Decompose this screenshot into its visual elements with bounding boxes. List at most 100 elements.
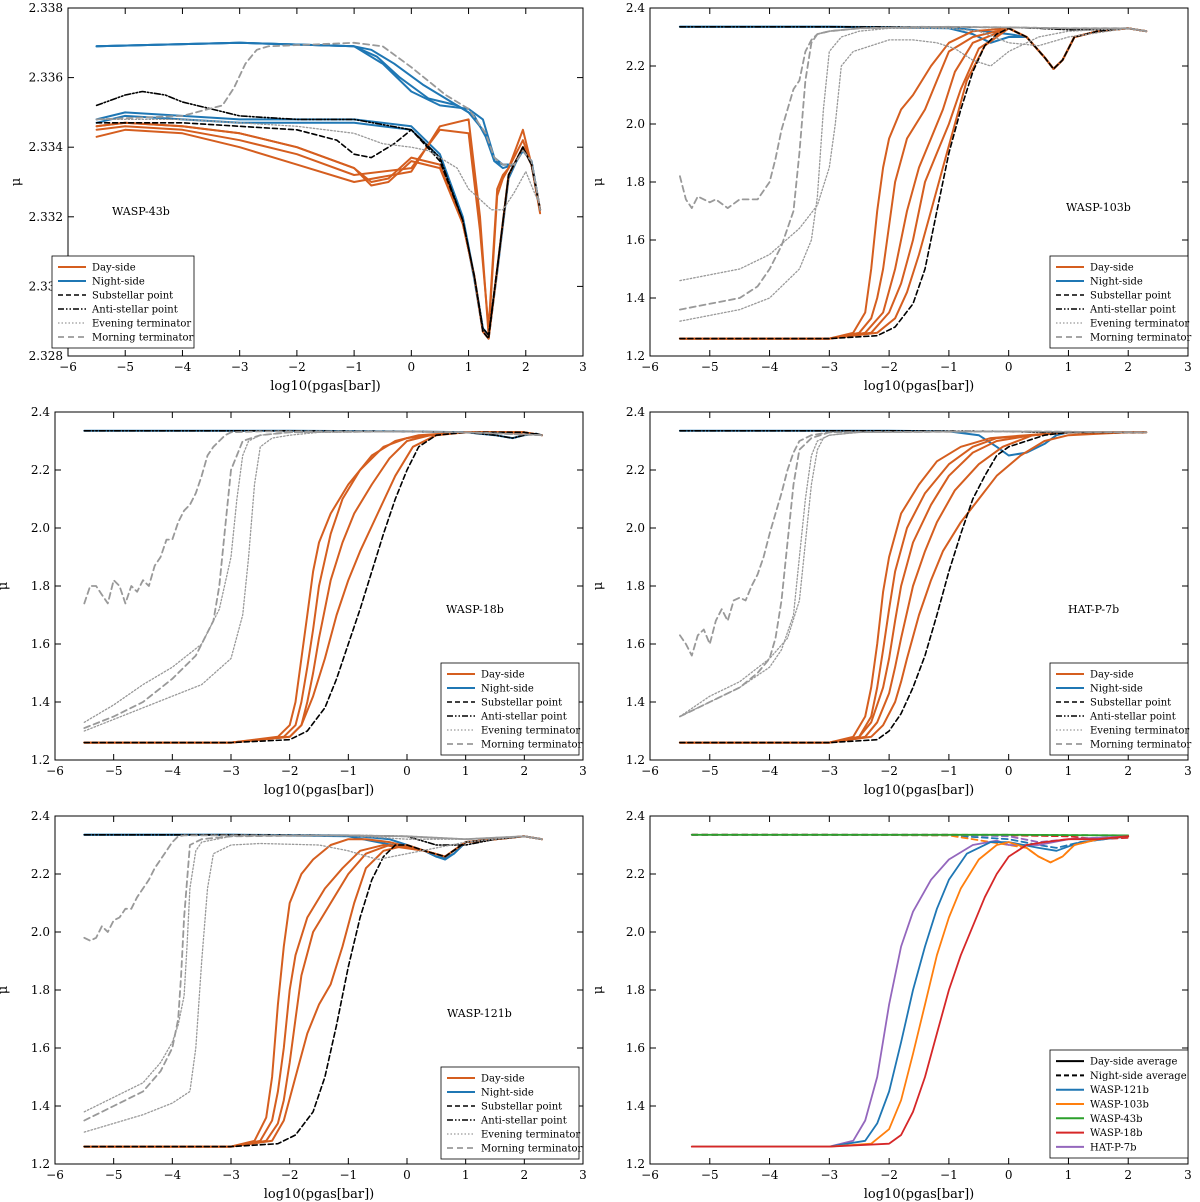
y-tick-label: 2.2 xyxy=(626,463,645,477)
series-line-eve-9 xyxy=(83,834,543,1113)
series-line-night-2 xyxy=(95,41,542,211)
y-tick-label: 2.4 xyxy=(31,809,50,823)
legend-entry: Evening terminator xyxy=(481,1130,580,1141)
x-tick-label: 0 xyxy=(1005,360,1013,374)
x-tick-label: −2 xyxy=(880,764,898,778)
x-tick-label: 3 xyxy=(579,764,587,778)
legend-entry: Night-side xyxy=(1090,277,1143,288)
x-tick-label: 0 xyxy=(403,764,411,778)
series-line-morn-11 xyxy=(679,430,1148,718)
series-line-morn-11 xyxy=(679,25,1148,209)
y-tick-label: 1.6 xyxy=(626,1041,645,1055)
x-tick-label: −5 xyxy=(116,360,134,374)
legend-entry: Night-side xyxy=(481,684,534,695)
series-line-morn-10 xyxy=(83,430,543,729)
y-tick-label: 1.6 xyxy=(626,233,645,247)
y-tick-label: 2.4 xyxy=(626,809,645,823)
x-axis-label: log10(pgas[bar]) xyxy=(864,1187,975,1202)
x-tick-label: 1 xyxy=(462,764,470,778)
legend-entry: Substellar point xyxy=(1090,291,1171,302)
x-axis-label: log10(pgas[bar]) xyxy=(264,1187,375,1202)
x-tick-label: 1 xyxy=(1065,764,1073,778)
y-tick-label: 1.6 xyxy=(31,637,50,651)
x-tick-label: 1 xyxy=(1065,360,1073,374)
x-tick-label: −4 xyxy=(163,764,181,778)
x-tick-label: −5 xyxy=(701,1168,719,1182)
legend-entry: Anti-stellar point xyxy=(91,305,178,316)
y-tick-label: 2.0 xyxy=(626,925,645,939)
y-tick-label: 1.4 xyxy=(31,695,50,709)
x-tick-label: 0 xyxy=(1005,764,1013,778)
x-tick-label: 3 xyxy=(1184,360,1192,374)
y-tick-label: 1.8 xyxy=(31,983,50,997)
legend-entry: Morning terminator xyxy=(481,1144,583,1155)
series-line-sub-6 xyxy=(679,431,1147,744)
y-tick-label: 1.2 xyxy=(31,1157,50,1171)
x-tick-label: −6 xyxy=(59,360,77,374)
series-line-night-0 xyxy=(678,25,1148,70)
x-tick-label: −5 xyxy=(701,764,719,778)
legend-entry: Day-side xyxy=(481,1074,525,1085)
legend-entry: Evening terminator xyxy=(1090,726,1189,737)
legend: Day-side Night-side Substellar point Anti-s… xyxy=(1049,255,1192,349)
y-tick-label: 2.328 xyxy=(29,349,63,363)
legend-entry: WASP-103b xyxy=(1090,1100,1149,1111)
series-line-morn-11 xyxy=(83,834,543,1122)
x-tick-label: −1 xyxy=(940,360,958,374)
x-tick-label: −4 xyxy=(761,1168,779,1182)
x-tick-label: 1 xyxy=(1065,1168,1073,1182)
x-tick-label: −5 xyxy=(701,360,719,374)
x-tick-label: −4 xyxy=(761,360,779,374)
y-tick-label: 2.2 xyxy=(31,463,50,477)
y-tick-label: 2.0 xyxy=(626,521,645,535)
x-tick-label: 0 xyxy=(403,1168,411,1182)
x-tick-label: −6 xyxy=(641,360,659,374)
y-tick-label: 2.332 xyxy=(29,210,63,224)
legend-entry: Morning terminator xyxy=(92,333,194,344)
legend-entry: Night-side average xyxy=(1090,1071,1187,1082)
y-tick-label: 1.4 xyxy=(626,1099,645,1113)
legend-entry: Substellar point xyxy=(481,698,562,709)
series-line-morn-10 xyxy=(83,834,543,942)
planet-annotation: HAT-P-7b xyxy=(1068,603,1119,616)
legend-entry: Night-side xyxy=(92,277,145,288)
y-tick-label: 2.336 xyxy=(29,71,63,85)
x-axis-label: log10(pgas[bar]) xyxy=(264,783,375,798)
x-tick-label: −2 xyxy=(288,360,306,374)
x-tick-label: 2 xyxy=(1124,360,1132,374)
y-tick-label: 2.338 xyxy=(29,1,63,15)
legend-entry: WASP-43b xyxy=(1090,1114,1143,1125)
x-tick-label: −6 xyxy=(641,764,659,778)
y-axis-label: μ xyxy=(0,986,11,994)
x-tick-label: −6 xyxy=(641,1168,659,1182)
y-tick-label: 2.0 xyxy=(626,117,645,131)
legend-entry: HAT-P-7b xyxy=(1090,1142,1136,1153)
legend-entry: Evening terminator xyxy=(1090,319,1189,330)
series-line-WASP-18b-day-9 xyxy=(690,835,1130,1148)
x-tick-label: −3 xyxy=(820,764,838,778)
chart-panel-2: −6 −5 −4 −3 −2 −1 0 1 2 3 1.2 1.4 1.6 1.8 2.0 2.2 2.4 log… xyxy=(591,1,1192,394)
y-axis-label: μ xyxy=(591,582,606,590)
y-tick-label: 2.334 xyxy=(29,140,64,154)
legend-entry: Substellar point xyxy=(92,291,173,302)
legend: Day-side Night-side Substellar point Anti-s… xyxy=(1049,662,1192,756)
y-axis-label: μ xyxy=(591,178,606,186)
x-tick-label: 1 xyxy=(462,1168,470,1182)
series-line-sub-5 xyxy=(83,431,543,744)
series-line-eve-8 xyxy=(83,430,543,723)
x-tick-label: −3 xyxy=(820,1168,838,1182)
x-axis-label: log10(pgas[bar]) xyxy=(270,379,381,394)
x-tick-label: 2 xyxy=(1124,764,1132,778)
x-tick-label: 2 xyxy=(521,1168,529,1182)
x-tick-label: 2 xyxy=(1124,1168,1132,1182)
x-tick-label: −1 xyxy=(339,1168,357,1182)
legend-entry: Morning terminator xyxy=(481,740,583,751)
series-group xyxy=(95,41,542,340)
x-tick-label: −1 xyxy=(940,764,958,778)
series-line-eve-11 xyxy=(95,118,538,211)
y-tick-label: 1.2 xyxy=(626,349,645,363)
legend-entry: Anti-stellar point xyxy=(1089,712,1176,723)
series-line-morn-10 xyxy=(679,430,1148,657)
y-tick-label: 1.4 xyxy=(626,291,645,305)
